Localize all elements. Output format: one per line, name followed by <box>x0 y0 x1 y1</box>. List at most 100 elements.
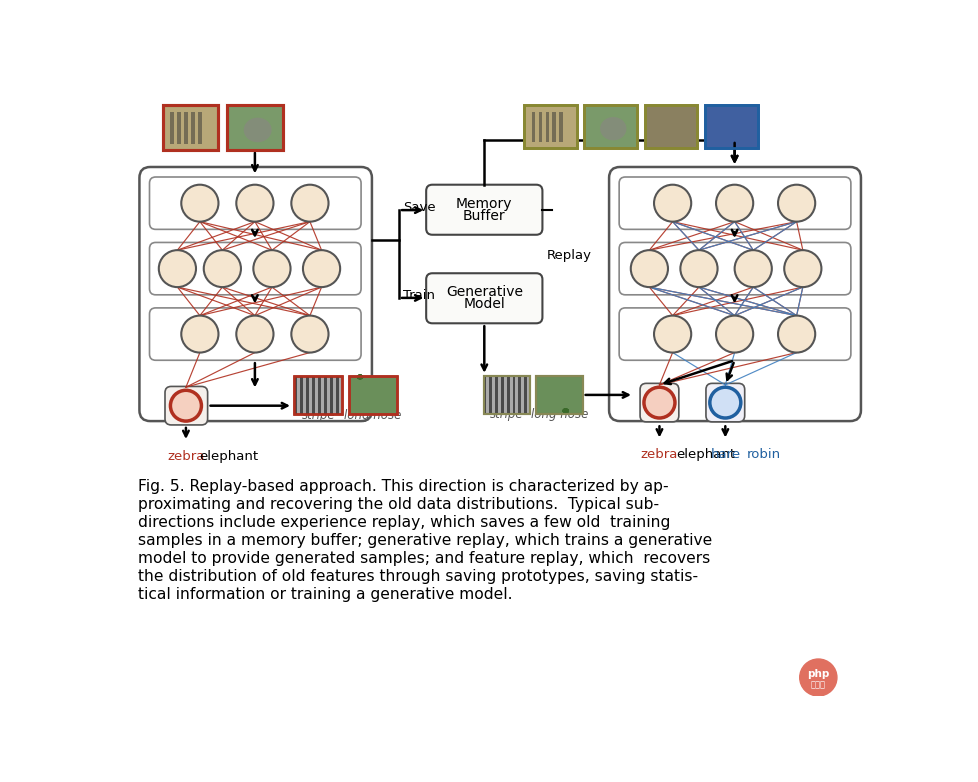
Ellipse shape <box>562 408 568 413</box>
Ellipse shape <box>630 250 667 287</box>
Ellipse shape <box>357 375 363 379</box>
Bar <box>348 375 396 414</box>
Bar <box>495 375 498 414</box>
Bar <box>584 106 637 148</box>
Ellipse shape <box>778 185 815 221</box>
Ellipse shape <box>562 408 568 413</box>
Ellipse shape <box>562 408 568 413</box>
Ellipse shape <box>778 316 815 353</box>
Ellipse shape <box>709 387 740 418</box>
Ellipse shape <box>236 316 273 353</box>
Text: Train: Train <box>403 289 434 302</box>
Bar <box>489 375 492 414</box>
Bar <box>191 112 195 144</box>
Ellipse shape <box>653 185 690 221</box>
Text: Memory: Memory <box>456 196 512 210</box>
Text: samples in a memory buffer; generative replay, which trains a generative: samples in a memory buffer; generative r… <box>138 533 711 548</box>
Bar <box>531 112 535 142</box>
FancyBboxPatch shape <box>425 273 542 323</box>
Bar <box>512 375 515 414</box>
Ellipse shape <box>357 375 363 379</box>
Ellipse shape <box>357 375 363 379</box>
Text: robin: robin <box>746 448 780 461</box>
Ellipse shape <box>302 250 339 287</box>
Bar <box>162 106 218 150</box>
Ellipse shape <box>562 408 568 413</box>
Ellipse shape <box>158 250 196 287</box>
Bar <box>294 375 342 414</box>
Bar <box>584 106 637 148</box>
Bar <box>177 112 181 144</box>
Ellipse shape <box>562 408 568 413</box>
Bar <box>704 106 757 148</box>
Text: Fig. 5. Replay-based approach. This direction is characterized by ap-: Fig. 5. Replay-based approach. This dire… <box>138 479 668 494</box>
Ellipse shape <box>357 375 363 379</box>
Bar <box>199 112 202 144</box>
Bar <box>645 106 696 148</box>
Bar <box>523 375 526 414</box>
Ellipse shape <box>357 375 363 379</box>
Bar <box>645 106 696 148</box>
Ellipse shape <box>734 250 771 287</box>
Ellipse shape <box>680 250 717 287</box>
Ellipse shape <box>357 375 363 379</box>
FancyBboxPatch shape <box>425 185 542 235</box>
Text: zebra: zebra <box>641 448 678 461</box>
Text: long nose: long nose <box>343 409 401 421</box>
Ellipse shape <box>291 316 329 353</box>
Bar <box>483 375 486 414</box>
Ellipse shape <box>253 250 290 287</box>
Ellipse shape <box>357 375 363 379</box>
Bar <box>312 375 315 414</box>
Ellipse shape <box>357 375 363 379</box>
Ellipse shape <box>181 316 218 353</box>
Ellipse shape <box>357 375 363 379</box>
Ellipse shape <box>562 408 568 413</box>
Ellipse shape <box>236 185 273 221</box>
Text: stripe: stripe <box>301 409 334 421</box>
Circle shape <box>799 659 836 696</box>
Bar <box>294 375 297 414</box>
Text: Generative: Generative <box>445 285 522 299</box>
Ellipse shape <box>357 375 363 379</box>
Text: Model: Model <box>463 297 505 311</box>
Ellipse shape <box>562 408 568 413</box>
Bar <box>538 112 542 142</box>
Bar <box>162 106 218 150</box>
Ellipse shape <box>562 408 568 413</box>
Bar <box>545 112 549 142</box>
Ellipse shape <box>357 375 363 379</box>
Ellipse shape <box>562 408 568 413</box>
Bar <box>523 106 576 148</box>
Text: model to provide generated samples; and feature replay, which  recovers: model to provide generated samples; and … <box>138 551 709 566</box>
Ellipse shape <box>562 408 568 413</box>
FancyBboxPatch shape <box>165 386 207 425</box>
Ellipse shape <box>644 387 674 418</box>
Text: the distribution of old features through saving prototypes, saving statis-: the distribution of old features through… <box>138 569 697 584</box>
Bar <box>306 375 309 414</box>
Ellipse shape <box>357 375 363 379</box>
Bar <box>227 106 283 150</box>
Ellipse shape <box>357 375 363 379</box>
Ellipse shape <box>562 408 568 413</box>
Ellipse shape <box>357 375 363 379</box>
Ellipse shape <box>562 408 568 413</box>
Bar <box>558 112 562 142</box>
Ellipse shape <box>562 408 568 413</box>
Ellipse shape <box>600 117 626 140</box>
Bar <box>184 112 188 144</box>
Text: php: php <box>806 669 828 679</box>
Bar <box>348 375 396 414</box>
Ellipse shape <box>357 375 363 379</box>
Text: directions include experience replay, which saves a few old  training: directions include experience replay, wh… <box>138 515 670 530</box>
Ellipse shape <box>783 250 821 287</box>
Ellipse shape <box>562 408 568 413</box>
Text: Replay: Replay <box>546 249 591 262</box>
Ellipse shape <box>562 408 568 413</box>
Ellipse shape <box>291 185 329 221</box>
FancyBboxPatch shape <box>705 383 744 421</box>
Ellipse shape <box>653 316 690 353</box>
Bar <box>300 375 303 414</box>
FancyBboxPatch shape <box>640 383 678 421</box>
Ellipse shape <box>357 375 363 379</box>
